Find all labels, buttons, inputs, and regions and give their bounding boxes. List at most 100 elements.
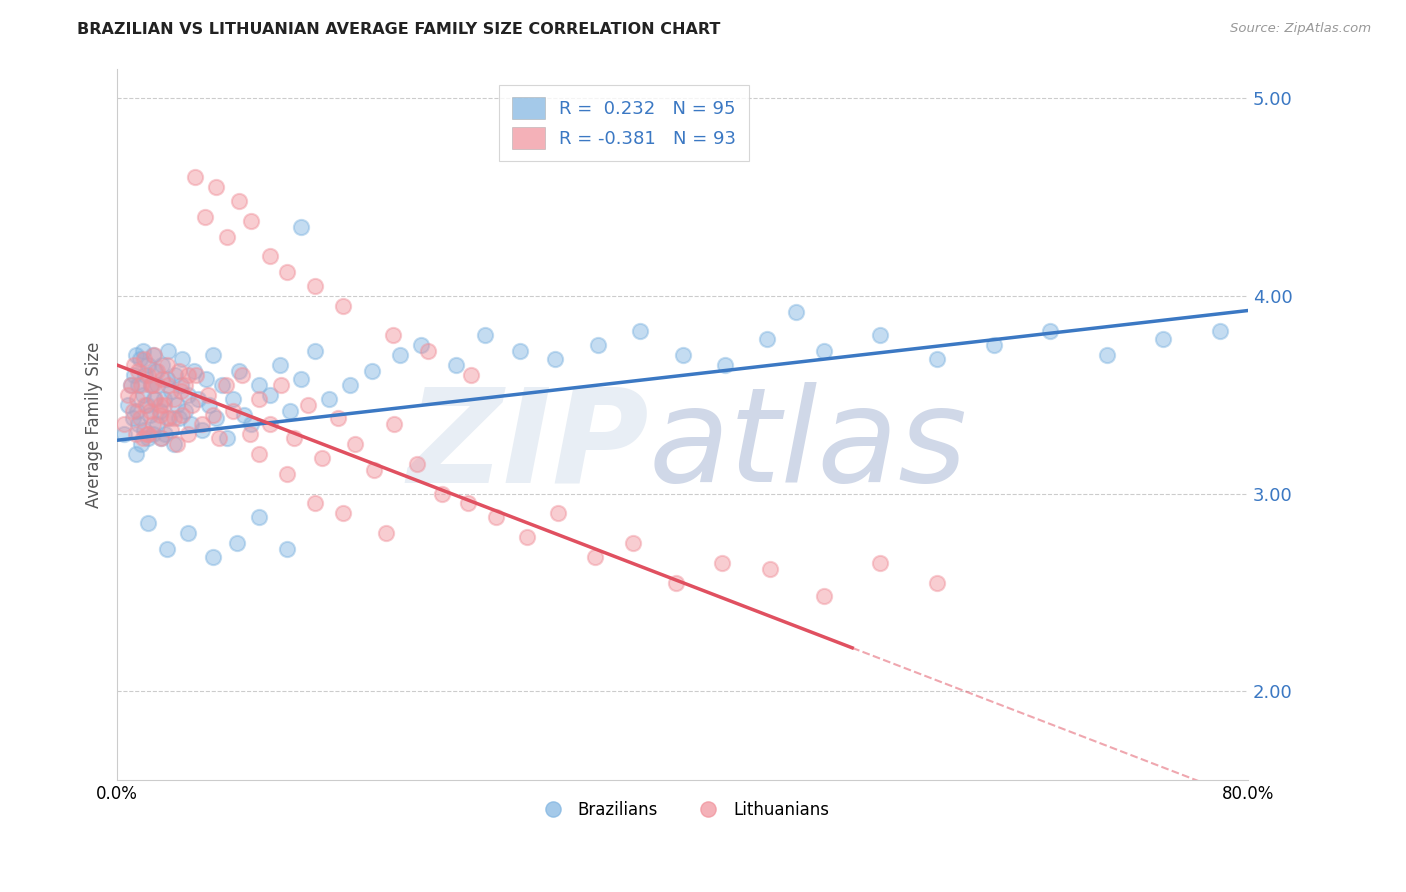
Point [547, 507, 569, 521]
Point [149, 408, 172, 422]
Point [132, 352, 155, 367]
Point [172, 408, 194, 422]
Point [217, 229, 239, 244]
Point [474, 328, 496, 343]
Point [304, 279, 326, 293]
Point [925, 352, 948, 367]
Point [290, 219, 312, 234]
Point [174, 377, 197, 392]
Point [205, 180, 228, 194]
Point [131, 388, 153, 402]
Point [145, 417, 167, 432]
Point [759, 562, 782, 576]
Point [152, 372, 174, 386]
Point [343, 437, 366, 451]
Point [169, 364, 191, 378]
Point [332, 299, 354, 313]
Point [129, 377, 152, 392]
Point [138, 403, 160, 417]
Point [374, 526, 396, 541]
Point [127, 417, 149, 432]
Point [278, 403, 301, 417]
Point [166, 398, 188, 412]
Point [485, 510, 508, 524]
Point [121, 403, 143, 417]
Point [228, 364, 250, 378]
Point [195, 372, 218, 386]
Point [142, 348, 165, 362]
Point [586, 338, 609, 352]
Point [156, 541, 179, 556]
Point [163, 437, 186, 451]
Point [628, 325, 651, 339]
Point [122, 368, 145, 382]
Point [239, 427, 262, 442]
Point [388, 348, 411, 362]
Point [163, 411, 186, 425]
Point [121, 411, 143, 425]
Point [211, 377, 233, 392]
Text: atlas: atlas [648, 383, 967, 509]
Point [117, 398, 139, 412]
Point [156, 411, 179, 425]
Point [813, 590, 835, 604]
Point [405, 457, 427, 471]
Point [191, 423, 214, 437]
Point [180, 417, 202, 432]
Point [382, 417, 405, 432]
Point [136, 431, 159, 445]
Point [177, 526, 200, 541]
Point [127, 377, 149, 392]
Point [150, 431, 173, 445]
Point [276, 265, 298, 279]
Point [136, 516, 159, 531]
Point [983, 338, 1005, 352]
Point [145, 364, 167, 378]
Point [460, 368, 482, 382]
Point [217, 431, 239, 445]
Point [326, 411, 349, 425]
Point [160, 384, 183, 398]
Y-axis label: Average Family Size: Average Family Size [86, 342, 103, 508]
Point [187, 392, 209, 406]
Point [122, 358, 145, 372]
Point [583, 549, 606, 564]
Point [205, 411, 228, 425]
Point [132, 423, 155, 437]
Point [120, 377, 142, 392]
Point [141, 377, 163, 392]
Point [112, 417, 135, 432]
Point [711, 556, 734, 570]
Point [181, 398, 204, 412]
Point [247, 392, 270, 406]
Point [141, 417, 163, 432]
Point [228, 194, 250, 208]
Point [156, 358, 179, 372]
Point [925, 575, 948, 590]
Point [191, 417, 214, 432]
Point [186, 368, 208, 382]
Point [418, 344, 440, 359]
Point [202, 549, 225, 564]
Point [142, 392, 165, 406]
Point [159, 411, 181, 425]
Point [177, 388, 200, 402]
Point [134, 368, 156, 382]
Point [446, 358, 468, 372]
Point [150, 431, 173, 445]
Point [128, 411, 150, 425]
Point [124, 348, 146, 362]
Point [143, 392, 166, 406]
Point [157, 377, 180, 392]
Point [177, 368, 200, 382]
Point [276, 541, 298, 556]
Point [233, 408, 256, 422]
Point [112, 427, 135, 442]
Point [166, 437, 188, 451]
Point [124, 427, 146, 442]
Point [124, 447, 146, 461]
Point [138, 408, 160, 422]
Point [135, 427, 157, 442]
Point [125, 392, 148, 406]
Point [172, 352, 194, 367]
